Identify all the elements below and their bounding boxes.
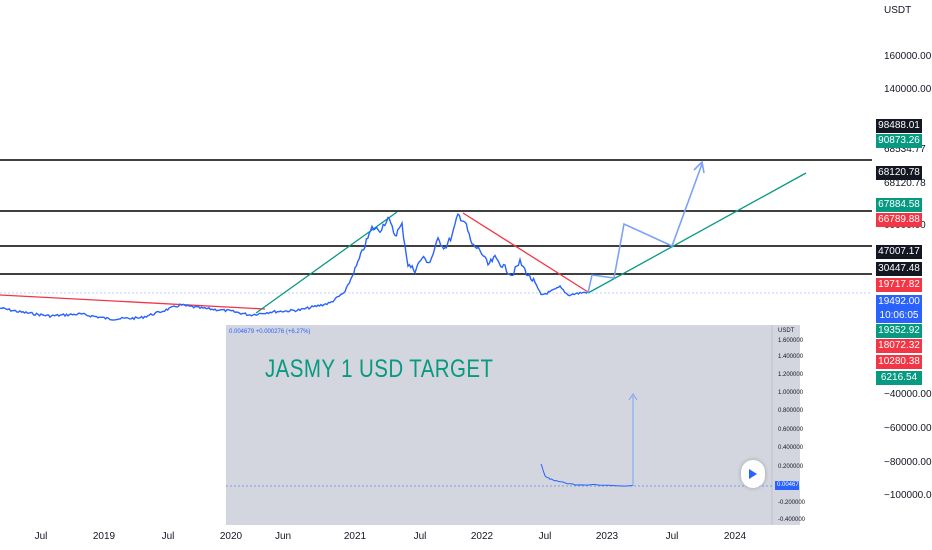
axis-unit-label: USDT: [884, 5, 912, 16]
price-tag: 47007.17: [876, 245, 922, 259]
inset-unit: USDT: [778, 328, 795, 334]
inset-price-line: [540, 463, 634, 487]
x-tick-label: 2023: [595, 531, 619, 542]
inset-y-tick-label: 0.600000: [778, 427, 804, 433]
price-tag: 6216.54: [876, 371, 922, 385]
price-tag: 18072.32: [876, 339, 922, 353]
price-line: [0, 212, 589, 321]
inset-y-tick-label: -0.200000: [778, 500, 806, 506]
projection-arrowhead: [693, 160, 705, 174]
price-tag: 19717.82: [876, 278, 922, 292]
x-tick-label: 2024: [723, 531, 747, 542]
inset-y-tick-label: 0.800000: [778, 408, 804, 414]
inset-y-tick-label: 0.004679: [777, 482, 803, 488]
price-tag: 10:06:05: [876, 309, 922, 323]
price-tag: 98488.01: [876, 119, 922, 133]
x-tick-label: Jun: [274, 531, 292, 542]
inset-panel: [226, 325, 800, 525]
inset-y-tick-label: -0.400000: [778, 517, 806, 523]
x-tick-label: 2019: [92, 531, 116, 542]
x-tick-label: Jul: [538, 531, 552, 542]
x-tick-label: Jul: [161, 531, 175, 542]
price-tag: 68120.78: [876, 166, 922, 180]
inset-y-tick-label: 0.400000: [778, 445, 804, 451]
price-tag: 67884.58: [876, 198, 922, 212]
red-trendline-down: [462, 212, 589, 293]
y-tick-label: 68534.77: [884, 144, 926, 155]
y-tick-label: −40000.00: [884, 389, 932, 400]
y-tick-label: 140000.00: [884, 84, 932, 95]
x-tick-label: Jul: [665, 531, 679, 542]
projection-path: [587, 163, 703, 294]
price-tag: 19492.00: [876, 295, 922, 309]
inset-y-tick-label: 1.600000: [778, 338, 804, 344]
inset-y-tick-label: 1.200000: [778, 372, 804, 378]
inset-price-tag: [775, 481, 799, 490]
price-tag: 66789.88: [876, 213, 922, 227]
y-tick-label: 160000.00: [884, 51, 932, 62]
price-tag: 30447.48: [876, 262, 922, 276]
inset-title: JASMY 1 USD TARGET: [265, 355, 494, 383]
y-tick-label: 68120.78: [884, 178, 926, 189]
inset-header: 0.004679 +0.000276 (+6.27%): [229, 329, 311, 335]
inset-y-tick-label: 1.400000: [778, 354, 804, 360]
inset-y-tick-label: 0.200000: [778, 464, 804, 470]
price-tag: 90873.26: [876, 134, 922, 148]
y-tick-label: −100000.00: [884, 490, 932, 501]
red-trendline-long: [0, 294, 266, 310]
play-icon: [749, 469, 757, 479]
green-trendline-up-1: [255, 211, 398, 314]
x-tick-label: Jul: [34, 531, 48, 542]
y-tick-label: −80000.00: [884, 457, 932, 468]
inset-target-arrowhead: [628, 393, 638, 401]
x-tick-label: 2021: [343, 531, 367, 542]
x-tick-label: 2022: [470, 531, 494, 542]
price-tag: 10280.38: [876, 355, 922, 369]
price-tag: 19352.92: [876, 324, 922, 338]
x-tick-label: 2020: [219, 531, 243, 542]
y-tick-label: −60000.00: [884, 423, 932, 434]
green-trendline-up-2: [587, 172, 807, 294]
x-tick-label: Jul: [413, 531, 427, 542]
inset-y-tick-label: 1.000000: [778, 390, 804, 396]
scroll-to-realtime-button[interactable]: [741, 460, 765, 488]
